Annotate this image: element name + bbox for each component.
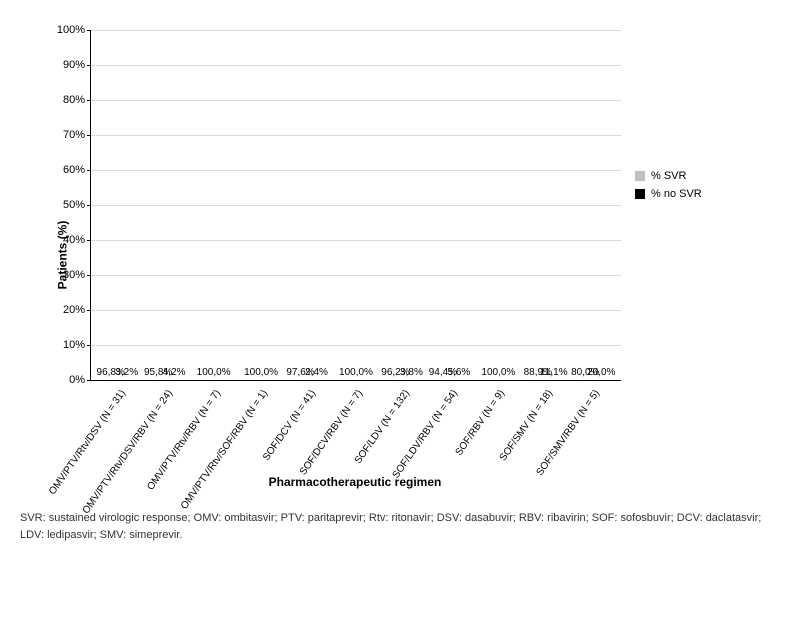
legend-swatch-no-svr (635, 189, 645, 199)
ytick-label: 100% (57, 24, 85, 36)
bar-chart: Patients (%) 0%10%20%30%40%50%60%70%80%9… (20, 20, 780, 490)
bar-value-label: 11,1% (540, 367, 568, 378)
ytick-mark (87, 380, 91, 381)
plot-area: 0%10%20%30%40%50%60%70%80%90%100% 96,8%3… (90, 30, 621, 381)
xtick-label: OMV/PTV/Rtv/SOF/RBV (N = 1) (179, 388, 270, 512)
ytick-label: 50% (63, 199, 85, 211)
ytick-label: 90% (63, 59, 85, 71)
bar-value-label: 4,2% (163, 367, 186, 378)
ytick-label: 0% (69, 374, 85, 386)
x-axis-title: Pharmacotherapeutic regimen (90, 475, 620, 489)
ytick-label: 80% (63, 94, 85, 106)
ytick-label: 10% (63, 339, 85, 351)
ytick-label: 40% (63, 234, 85, 246)
bar-value-label: 2,4% (305, 367, 328, 378)
xtick-label: SOF/RBV (N = 9) (454, 388, 507, 458)
xtick-label: SOF/DCV (N = 41) (261, 388, 318, 463)
legend-label: % no SVR (651, 188, 702, 200)
bar-value-label: 3,2% (115, 367, 138, 378)
ytick-label: 70% (63, 129, 85, 141)
legend-item-svr: % SVR (635, 170, 702, 182)
legend-item-no-svr: % no SVR (635, 188, 702, 200)
bar-value-label: 20,0% (587, 367, 615, 378)
bar-value-label: 100,0% (197, 367, 231, 378)
legend: % SVR % no SVR (635, 170, 702, 206)
legend-swatch-svr (635, 171, 645, 181)
ytick-label: 30% (63, 269, 85, 281)
bar-value-label: 100,0% (339, 367, 373, 378)
xtick-label: SOF/SMV (N = 18) (498, 388, 555, 463)
xtick-label: OMV/PTV/Rtv/DSV/RBV (N = 24) (81, 388, 175, 516)
ytick-label: 20% (63, 304, 85, 316)
bar-value-label: 100,0% (244, 367, 278, 378)
footnote: SVR: sustained virologic response; OMV: … (20, 510, 780, 543)
bar-value-label: 100,0% (481, 367, 515, 378)
bar-value-label: 3,8% (400, 367, 423, 378)
bar-value-label: 5,6% (447, 367, 470, 378)
ytick-label: 60% (63, 164, 85, 176)
legend-label: % SVR (651, 170, 686, 182)
